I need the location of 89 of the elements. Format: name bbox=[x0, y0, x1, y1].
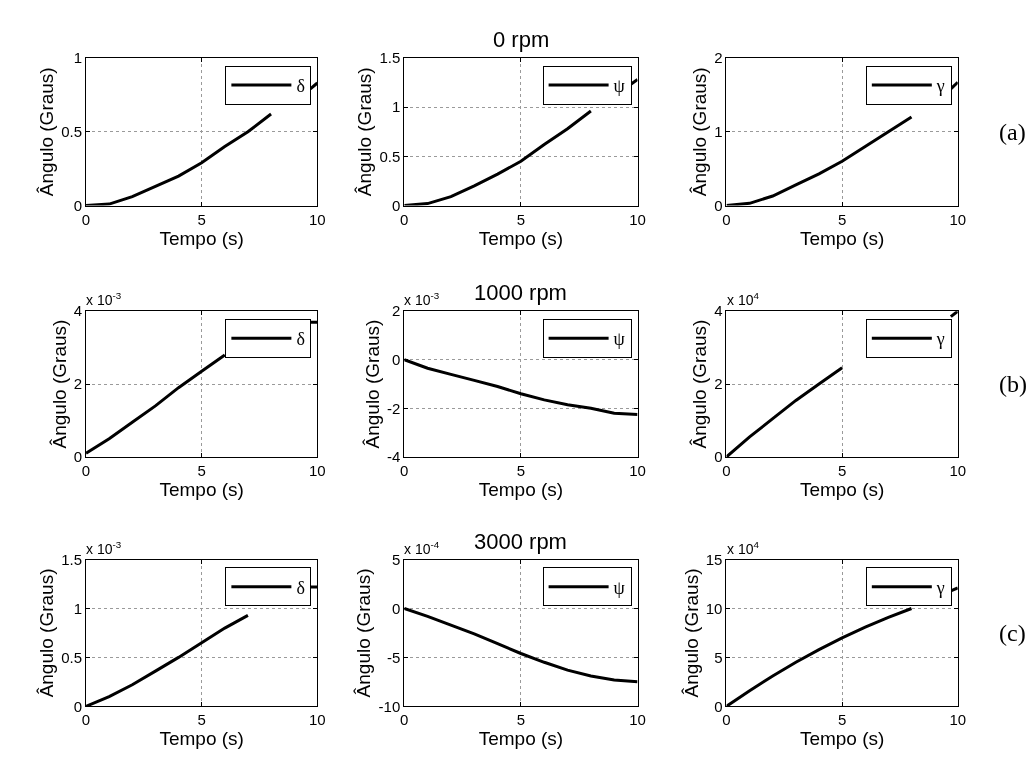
y-tick-label: 0 bbox=[73, 448, 83, 466]
y-tick-label: 2 bbox=[714, 375, 723, 393]
y-tick-label: 0 bbox=[391, 351, 401, 369]
y-tick-label: 0 bbox=[73, 196, 83, 214]
x-tick-label: 10 bbox=[949, 210, 967, 228]
y-tick-label: 1 bbox=[714, 122, 723, 140]
y-axis-title: Ângulo (Graus) bbox=[36, 67, 58, 197]
legend-label: γ bbox=[935, 329, 945, 350]
y-tick-label: 1.5 bbox=[61, 550, 83, 568]
x-tick-label: 10 bbox=[629, 711, 646, 729]
legend-label: δ bbox=[296, 329, 305, 350]
legend-label: γ bbox=[935, 577, 945, 598]
text: x 10$^{-4}$ bbox=[404, 539, 440, 557]
x-tick-label: 5 bbox=[516, 461, 526, 479]
legend-label: ψ bbox=[613, 75, 626, 96]
y-tick-label: 0 bbox=[714, 196, 723, 214]
x-axis-title: Tempo (s) bbox=[159, 478, 244, 500]
y-tick-label: 2 bbox=[73, 375, 83, 393]
chart-title: 1000 rpm bbox=[474, 280, 567, 305]
text: x 10$^{-3}$ bbox=[404, 290, 440, 308]
y-tick-label: 0 bbox=[73, 697, 83, 715]
legend-label: δ bbox=[296, 75, 305, 96]
y-tick-label: 0 bbox=[391, 196, 401, 214]
y-tick-label: 2 bbox=[391, 302, 401, 320]
x-tick-label: 10 bbox=[308, 461, 326, 479]
y-axis-title: Ângulo (Graus) bbox=[688, 67, 710, 197]
y-tick-label: 0.5 bbox=[61, 122, 83, 140]
x-tick-label: 10 bbox=[629, 461, 646, 479]
y-tick-label: -10 bbox=[378, 697, 401, 715]
y-tick-label: 1 bbox=[73, 599, 83, 617]
y-tick-label: 1.5 bbox=[379, 49, 401, 67]
text: x 10$^{-3}$ bbox=[86, 539, 122, 557]
y-tick-label: 5 bbox=[714, 648, 723, 666]
y-tick-label: -2 bbox=[386, 399, 401, 417]
x-axis-title: Tempo (s) bbox=[159, 728, 244, 750]
y-axis-title: Ângulo (Graus) bbox=[680, 568, 702, 698]
text: (a) bbox=[999, 119, 1026, 145]
y-tick-label: 10 bbox=[705, 599, 723, 617]
y-axis-title: Ângulo (Graus) bbox=[354, 67, 376, 197]
y-tick-label: 1 bbox=[391, 98, 401, 116]
y-axis-title: Ângulo (Graus) bbox=[361, 319, 383, 449]
x-tick-label: 10 bbox=[308, 210, 326, 228]
y-axis-title: Ângulo (Graus) bbox=[48, 319, 70, 449]
x-tick-label: 5 bbox=[197, 210, 206, 228]
x-axis-title: Tempo (s) bbox=[799, 227, 885, 249]
x-tick-label: 5 bbox=[197, 461, 206, 479]
y-tick-label: -5 bbox=[386, 648, 401, 666]
x-tick-label: 5 bbox=[837, 711, 847, 729]
y-tick-label: 0.5 bbox=[379, 147, 401, 165]
text: (c) bbox=[999, 620, 1026, 646]
y-axis-title: Ângulo (Graus) bbox=[353, 568, 375, 698]
y-tick-label: 1 bbox=[73, 49, 83, 67]
x-tick-label: 10 bbox=[629, 210, 646, 228]
chart-title: 3000 rpm bbox=[474, 529, 567, 554]
y-tick-label: 0 bbox=[714, 697, 723, 715]
text: (b) bbox=[999, 371, 1027, 397]
x-axis-title: Tempo (s) bbox=[159, 227, 244, 249]
x-tick-label: 5 bbox=[516, 711, 526, 729]
text: x 10$^{-3}$ bbox=[86, 290, 122, 308]
x-tick-label: 10 bbox=[308, 711, 326, 729]
x-tick-label: 5 bbox=[516, 210, 526, 228]
legend-label: γ bbox=[935, 75, 945, 96]
chart-title: 0 rpm bbox=[493, 27, 550, 52]
y-tick-label: 4 bbox=[73, 302, 83, 320]
y-tick-label: 5 bbox=[391, 550, 401, 568]
y-tick-label: 0 bbox=[391, 599, 401, 617]
x-axis-title: Tempo (s) bbox=[799, 728, 885, 750]
legend-label: ψ bbox=[613, 577, 626, 598]
y-tick-label: 2 bbox=[714, 49, 723, 67]
y-tick-label: 15 bbox=[705, 550, 723, 568]
x-axis-title: Tempo (s) bbox=[478, 728, 564, 750]
x-tick-label: 10 bbox=[949, 461, 967, 479]
x-axis-title: Tempo (s) bbox=[799, 478, 885, 500]
y-tick-label: 0 bbox=[714, 448, 723, 466]
text: x 10$^{4}$ bbox=[727, 290, 760, 308]
y-tick-label: -4 bbox=[386, 448, 401, 466]
legend-label: δ bbox=[296, 577, 305, 598]
x-axis-title: Tempo (s) bbox=[478, 227, 564, 249]
y-axis-title: Ângulo (Graus) bbox=[688, 319, 710, 449]
text: x 10$^{4}$ bbox=[727, 539, 760, 557]
x-axis-title: Tempo (s) bbox=[478, 478, 564, 500]
x-tick-label: 10 bbox=[949, 711, 967, 729]
y-tick-label: 0.5 bbox=[61, 648, 83, 666]
y-tick-label: 4 bbox=[714, 302, 723, 320]
legend-label: ψ bbox=[613, 329, 626, 350]
x-tick-label: 5 bbox=[837, 210, 847, 228]
x-tick-label: 5 bbox=[837, 461, 847, 479]
y-axis-title: Ângulo (Graus) bbox=[36, 568, 58, 698]
x-tick-label: 5 bbox=[197, 711, 206, 729]
